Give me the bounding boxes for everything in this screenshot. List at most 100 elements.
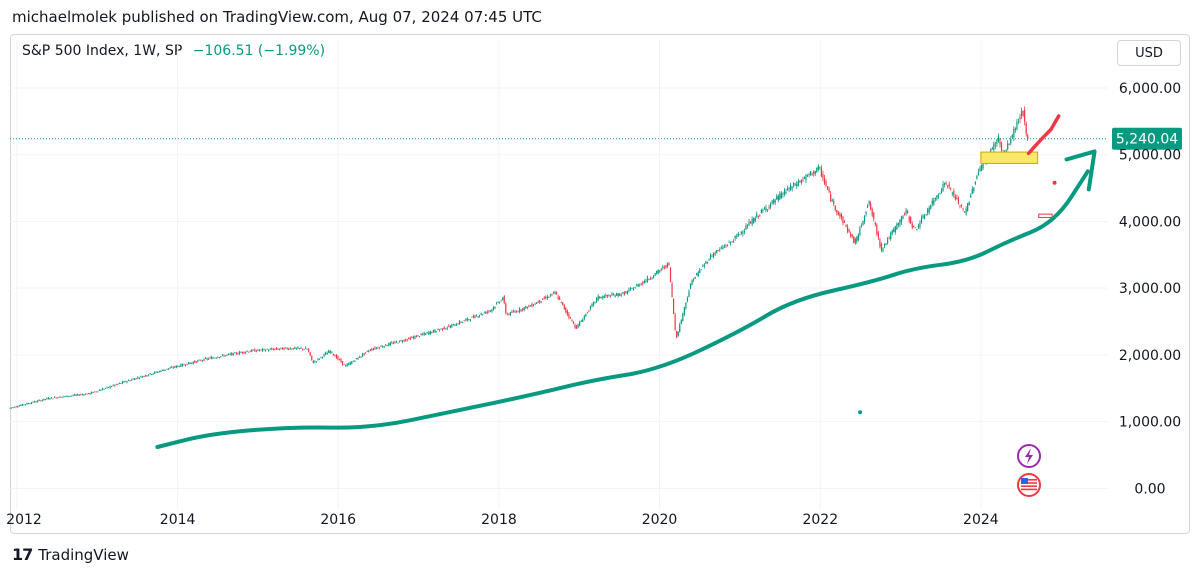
candle-body — [854, 238, 856, 244]
candle-body — [810, 171, 812, 175]
candle-body — [640, 283, 642, 285]
candle-body — [648, 278, 650, 281]
candle-body — [97, 391, 99, 393]
x-tick-label: 2014 — [160, 512, 196, 528]
candle-body — [794, 184, 796, 186]
candle-body — [323, 354, 325, 357]
candle-body — [134, 378, 136, 380]
candle-body — [69, 395, 71, 397]
candle-body — [973, 187, 975, 192]
candle-body — [72, 395, 74, 397]
candle-body — [482, 314, 484, 316]
candle-body — [948, 184, 950, 187]
candle-body — [114, 384, 116, 386]
candle-body — [223, 355, 225, 357]
candle-body — [318, 358, 321, 360]
candle-body — [891, 230, 893, 235]
candle-body — [729, 241, 732, 244]
candle-body — [725, 245, 727, 247]
candle-body — [554, 291, 556, 294]
candle-body — [443, 327, 445, 330]
candle-body — [757, 216, 759, 217]
candle-body — [286, 348, 288, 350]
candle-body — [519, 308, 521, 312]
y-tick-label: 1,000.00 — [1119, 415, 1181, 431]
projection-path — [1026, 114, 1061, 156]
candle-body — [800, 179, 802, 183]
candle-body — [617, 293, 619, 296]
candle-body — [115, 384, 117, 385]
candle-body — [254, 349, 256, 352]
candle-body — [803, 177, 806, 179]
candle-body — [997, 135, 1000, 141]
candle-body — [312, 361, 314, 364]
candle-body — [422, 334, 424, 336]
candle-body — [749, 221, 752, 224]
candle-body — [535, 302, 538, 304]
candle-body — [26, 403, 28, 405]
candle-body — [66, 395, 68, 398]
candle-body — [911, 223, 913, 228]
candle-body — [454, 325, 456, 327]
publication-caption: michaelmolek published on TradingView.co… — [12, 8, 542, 26]
candle-body — [14, 406, 16, 408]
candle-body — [933, 200, 935, 205]
candle-body — [589, 306, 592, 310]
candle-body — [431, 331, 433, 333]
candle-body — [147, 374, 150, 376]
candle-body — [716, 250, 718, 253]
x-tick-label: 2024 — [963, 512, 999, 528]
candle-body — [813, 171, 815, 174]
candle-body — [118, 383, 120, 384]
candle-body — [311, 355, 313, 360]
candle-body — [438, 329, 441, 331]
candle-body — [659, 270, 661, 272]
candle-body — [908, 216, 910, 221]
candle-body — [514, 311, 516, 313]
tradingview-logo[interactable]: 17 TradingView — [12, 545, 129, 564]
candle-body — [562, 302, 564, 305]
candle-body — [171, 366, 173, 368]
candle-body — [449, 326, 451, 329]
candle-body — [965, 208, 967, 214]
candle-body — [814, 171, 816, 174]
candle-body — [435, 331, 438, 333]
candle-body — [920, 217, 923, 224]
candle-body — [301, 348, 304, 350]
candle-body — [631, 288, 633, 289]
candle-body — [346, 364, 348, 367]
candle-body — [612, 294, 615, 296]
candle-body — [1017, 121, 1020, 123]
candle-body — [338, 358, 341, 360]
candle-body — [251, 349, 253, 352]
candle-body — [49, 398, 51, 400]
candle-body — [754, 217, 756, 222]
candle-body — [329, 351, 331, 353]
candle-body — [746, 226, 749, 228]
candle-body — [676, 331, 678, 338]
candle-body — [224, 355, 227, 357]
candle-body — [930, 205, 932, 209]
candle-body — [197, 360, 199, 362]
candle-body — [780, 192, 782, 199]
candle-body — [914, 227, 916, 229]
candle-body — [140, 376, 142, 377]
candle-body — [120, 383, 122, 384]
candle-body — [511, 311, 513, 313]
candle-body — [691, 280, 693, 286]
candle-body — [237, 353, 239, 355]
candle-body — [406, 339, 408, 341]
currency-button[interactable]: USD — [1117, 40, 1181, 66]
y-tick-label: 3,000.00 — [1119, 281, 1181, 297]
candle-body — [400, 340, 402, 342]
candle-body — [392, 343, 394, 344]
candle-body — [343, 363, 345, 365]
candle-body — [106, 386, 108, 388]
candle-body — [146, 375, 148, 377]
candle-body — [480, 313, 482, 315]
candle-body — [796, 184, 798, 187]
candle-body — [709, 254, 712, 259]
candle-body — [18, 405, 20, 407]
candle-body — [348, 363, 350, 365]
